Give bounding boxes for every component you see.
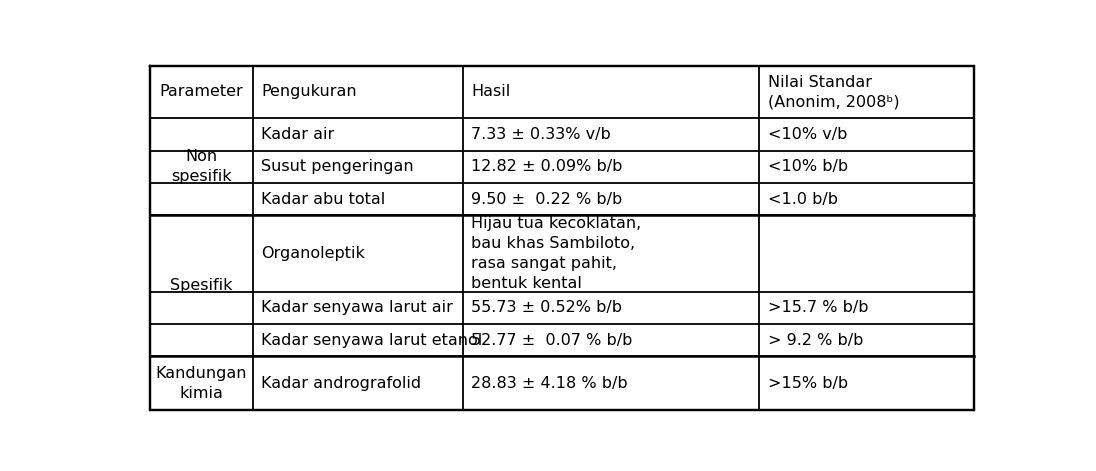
Text: 28.83 ± 4.18 % b/b: 28.83 ± 4.18 % b/b: [471, 376, 628, 391]
Text: Spesifik: Spesifik: [170, 278, 232, 293]
Text: 7.33 ± 0.33% v/b: 7.33 ± 0.33% v/b: [471, 127, 612, 142]
Text: Pengukuran: Pengukuran: [261, 84, 357, 99]
Text: Parameter: Parameter: [159, 84, 243, 99]
Text: 12.82 ± 0.09% b/b: 12.82 ± 0.09% b/b: [471, 159, 623, 174]
Text: >15.7 % b/b: >15.7 % b/b: [768, 300, 868, 315]
Text: 9.50 ±  0.22 % b/b: 9.50 ± 0.22 % b/b: [471, 192, 623, 207]
Text: Non
spesifik: Non spesifik: [171, 149, 231, 184]
Text: Hijau tua kecoklatan,
bau khas Sambiloto,
rasa sangat pahit,
bentuk kental: Hijau tua kecoklatan, bau khas Sambiloto…: [471, 216, 641, 291]
Text: <10% b/b: <10% b/b: [768, 159, 848, 174]
Text: <10% v/b: <10% v/b: [768, 127, 847, 142]
Text: Organoleptik: Organoleptik: [261, 246, 365, 261]
Text: Kadar air: Kadar air: [261, 127, 334, 142]
Text: 55.73 ± 0.52% b/b: 55.73 ± 0.52% b/b: [471, 300, 623, 315]
Text: Kadar senyawa larut etanol: Kadar senyawa larut etanol: [261, 333, 482, 348]
Text: Nilai Standar
(Anonim, 2008ᵇ): Nilai Standar (Anonim, 2008ᵇ): [768, 74, 900, 109]
Text: 52.77 ±  0.07 % b/b: 52.77 ± 0.07 % b/b: [471, 333, 632, 348]
Text: Kandungan
kimia: Kandungan kimia: [156, 366, 247, 401]
Text: Susut pengeringan: Susut pengeringan: [261, 159, 414, 174]
Text: > 9.2 % b/b: > 9.2 % b/b: [768, 333, 864, 348]
Text: Kadar andrografolid: Kadar andrografolid: [261, 376, 421, 391]
Text: Kadar senyawa larut air: Kadar senyawa larut air: [261, 300, 453, 315]
Text: Kadar abu total: Kadar abu total: [261, 192, 386, 207]
Text: Hasil: Hasil: [471, 84, 511, 99]
Text: >15% b/b: >15% b/b: [768, 376, 848, 391]
Text: <1.0 b/b: <1.0 b/b: [768, 192, 838, 207]
